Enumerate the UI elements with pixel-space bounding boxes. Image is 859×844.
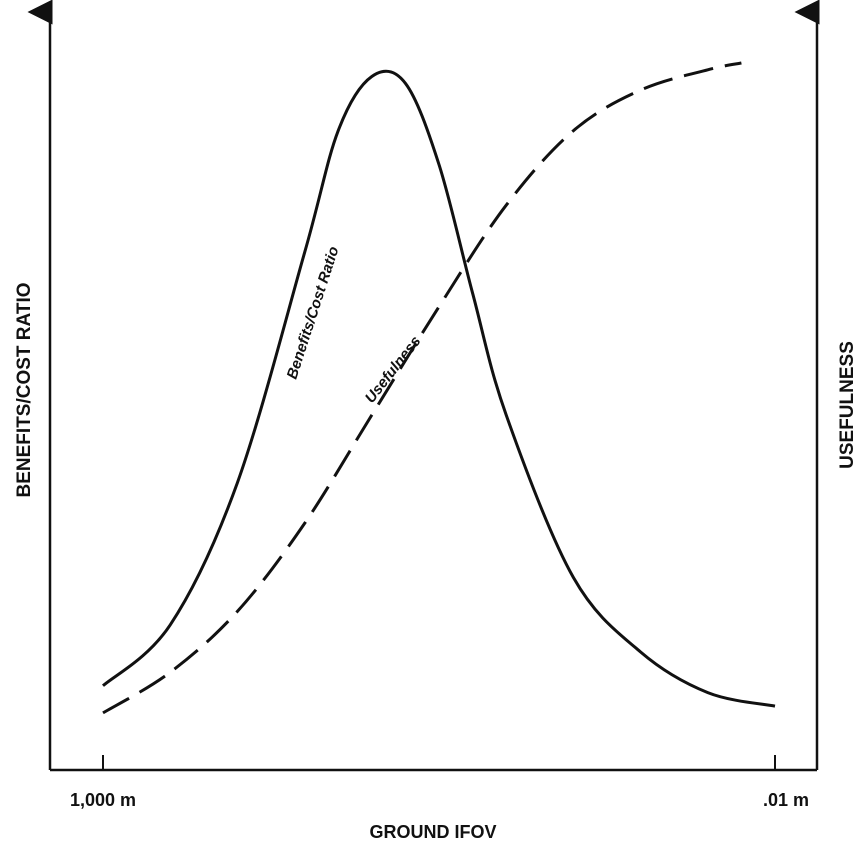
series-line-usefulness [103, 63, 741, 713]
series-label-benefits-cost-ratio: Benefits/Cost Ratio [284, 244, 343, 381]
right-y-axis-label: USEFULNESS [837, 341, 858, 469]
series-label-usefulness: Usefulness [362, 333, 425, 407]
x-tick-label-left: 1,000 m [70, 790, 136, 810]
series-line-benefits-cost-ratio [103, 71, 775, 706]
left-y-axis-label: BENEFITS/COST RATIO [14, 283, 35, 498]
x-axis-label: GROUND IFOV [369, 822, 496, 842]
x-tick-label-right: .01 m [763, 790, 809, 810]
